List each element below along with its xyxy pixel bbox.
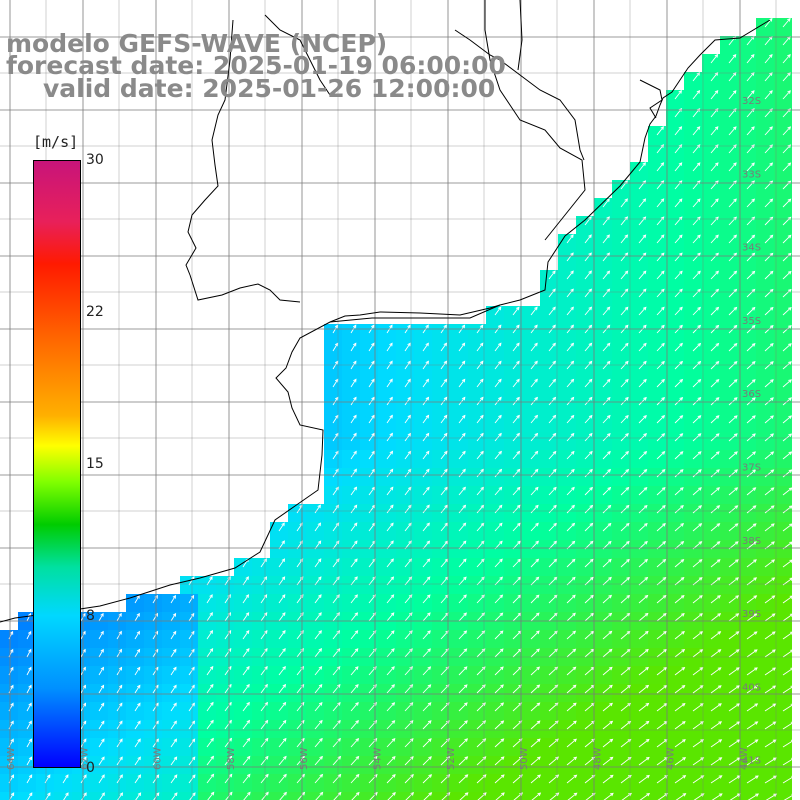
lat-label-41s: 41S <box>742 756 761 767</box>
wind-speed-field <box>0 18 792 800</box>
lon-label-60w: 60W <box>153 747 164 770</box>
colorbar-unit: [m/s] <box>33 133 79 151</box>
lon-label-46w: 46W <box>666 747 677 770</box>
title-model: modelo GEFS-WAVE (NCEP) <box>6 29 388 58</box>
lat-label-35s: 35S <box>742 316 761 327</box>
lat-label-40s: 40S <box>742 682 761 693</box>
title-valid-date: valid date: 2025-01-26 12:00:00 <box>43 74 496 103</box>
lat-label-34s: 34S <box>742 243 761 254</box>
lon-label-44w: 44W <box>739 747 750 770</box>
lat-label-39s: 39S <box>742 609 761 620</box>
lon-label-54w: 54W <box>373 747 384 770</box>
lat-label-36s: 36S <box>742 389 761 400</box>
latitude-labels: 32S 33S 34S 35S 36S 37S 38S 39S 40S 41S <box>742 96 761 767</box>
colorbar-tick-8: 8 <box>86 608 95 624</box>
lon-label-52w: 52W <box>446 747 457 770</box>
colorbar-tick-22: 22 <box>86 304 104 320</box>
lon-label-50w: 50W <box>519 747 530 770</box>
lon-label-62w: 62W <box>79 747 90 770</box>
colorbar-tick-30: 30 <box>86 152 104 168</box>
colorbar-tick-15: 15 <box>86 456 104 472</box>
lat-label-37s: 37S <box>742 463 761 474</box>
lat-label-32s: 32S <box>742 96 761 107</box>
lon-label-48w: 48W <box>592 747 603 770</box>
colorbar <box>33 160 81 768</box>
lon-label-56w: 56W <box>299 747 310 770</box>
longitude-labels: 64W 62W 60W 58W 56W 54W 52W 50W 48W 46W 44W <box>6 747 750 770</box>
title-forecast-date: forecast date: 2025-01-19 06:00:00 <box>6 51 506 80</box>
lon-label-58w: 58W <box>226 747 237 770</box>
lat-label-33s: 33S <box>742 169 761 180</box>
colorbar-tick-0: 0 <box>86 760 95 776</box>
lon-label-64w: 64W <box>6 747 17 770</box>
lat-label-38s: 38S <box>742 536 761 547</box>
coastline <box>0 0 771 623</box>
